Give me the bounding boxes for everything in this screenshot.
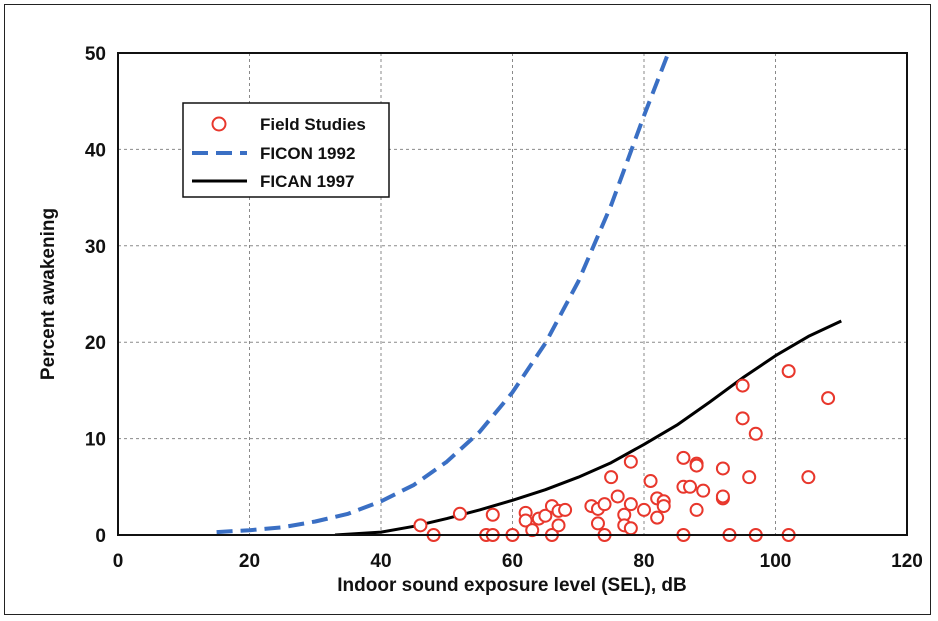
data-point (551, 518, 566, 533)
data-point (538, 508, 553, 523)
legend-label-fican: FICAN 1997 (260, 172, 354, 191)
data-point (623, 497, 638, 512)
data-point (821, 391, 836, 406)
y-tick-label: 30 (85, 237, 106, 258)
data-point (604, 470, 619, 485)
legend-marker-field-studies (211, 116, 227, 132)
y-tick-label: 10 (85, 430, 106, 451)
data-point (590, 516, 605, 531)
legend-label-field-studies: Field Studies (260, 115, 366, 134)
data-point (518, 513, 533, 528)
data-point (525, 523, 540, 538)
data-point (676, 450, 691, 465)
y-tick-label: 40 (85, 140, 106, 161)
data-point (735, 378, 750, 393)
data-point (597, 497, 612, 512)
data-point (485, 507, 500, 522)
data-point (715, 461, 730, 476)
data-point (650, 510, 665, 525)
x-tick-label: 80 (633, 551, 654, 572)
y-tick-label: 0 (95, 526, 106, 547)
x-axis-title: Indoor sound exposure level (SEL), dB (337, 575, 686, 596)
data-point (558, 502, 573, 517)
y-tick-label: 50 (85, 44, 106, 65)
plot-border (117, 52, 908, 536)
data-point (748, 426, 763, 441)
data-point (623, 521, 638, 536)
data-point (656, 499, 671, 514)
x-tick-label: 100 (760, 551, 792, 572)
data-point (696, 483, 711, 498)
data-point (781, 364, 796, 379)
data-point (689, 502, 704, 517)
x-tick-label: 120 (891, 551, 923, 572)
x-tick-label: 60 (502, 551, 523, 572)
x-tick-label: 0 (113, 551, 124, 572)
x-tick-labels: 0 20 40 60 80 100 120 (113, 551, 923, 572)
legend-label-ficon: FICON 1992 (260, 144, 355, 163)
x-tick-label: 20 (239, 551, 260, 572)
data-point (683, 479, 698, 494)
data-point (689, 458, 704, 473)
data-point (637, 502, 651, 517)
y-axis-title: Percent awakening (38, 208, 59, 380)
data-point (801, 470, 816, 485)
x-tick-label: 40 (370, 551, 391, 572)
data-point (610, 489, 625, 504)
y-tick-labels: 0 10 20 30 40 50 (85, 44, 106, 547)
data-point (643, 474, 658, 489)
data-point (735, 411, 750, 426)
y-tick-label: 20 (85, 333, 106, 354)
fican-curve (334, 319, 842, 535)
data-point (413, 518, 428, 533)
data-point (452, 506, 467, 521)
data-point (623, 454, 638, 469)
ficon-curve (216, 53, 671, 535)
data-point (715, 489, 730, 504)
curves (216, 53, 842, 535)
legend: Field Studies FICON 1992 FICAN 1997 (182, 102, 390, 198)
data-point (742, 470, 757, 485)
